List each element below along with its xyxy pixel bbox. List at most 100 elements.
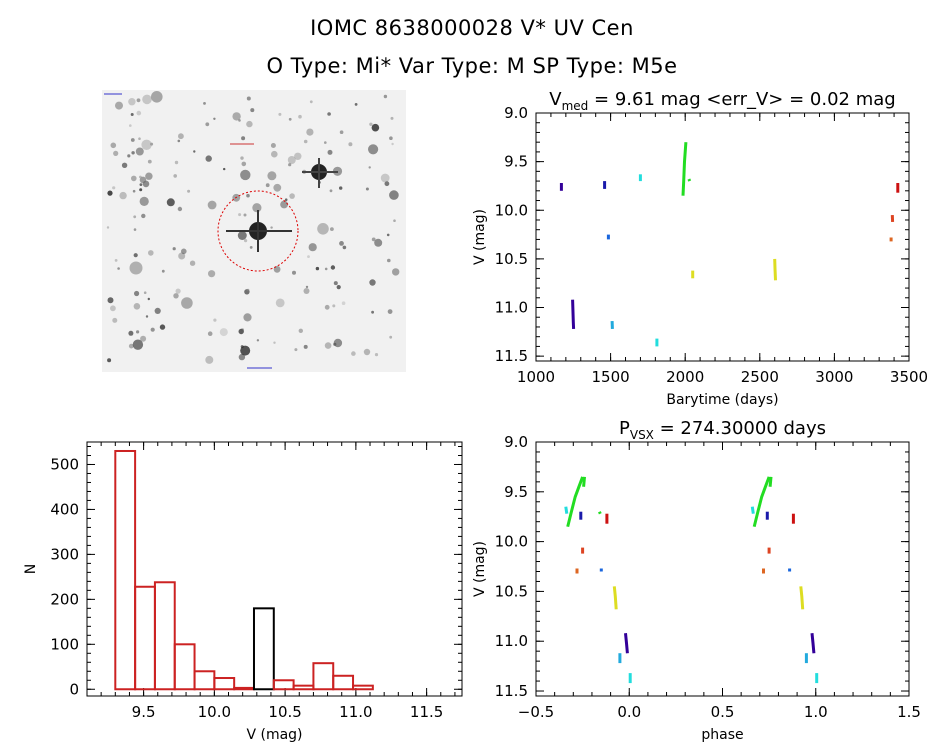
field-star: [341, 301, 346, 305]
field-star: [117, 267, 120, 270]
field-star: [256, 339, 260, 342]
field-star: [240, 345, 244, 349]
x-tick-label: 2500: [741, 368, 779, 386]
field-star: [148, 250, 154, 256]
field-star: [128, 343, 134, 349]
field-star: [136, 98, 141, 103]
x-tick-label: 11.5: [410, 703, 443, 721]
y-axis-label: V (mag): [472, 209, 488, 265]
x-tick-label: −0.5: [518, 703, 554, 721]
field-star: [309, 100, 313, 104]
field-star: [114, 259, 118, 262]
page-title: IOMC 8638000028 V* UV Cen: [310, 16, 634, 40]
field-star: [106, 226, 110, 229]
x-axis-label: V (mag): [246, 727, 302, 743]
field-star: [292, 270, 296, 275]
field-star: [339, 241, 344, 246]
field-star: [368, 166, 371, 169]
field-star: [389, 190, 399, 200]
data-point-segment: [624, 633, 629, 654]
field-star: [189, 260, 196, 266]
field-star: [249, 246, 253, 249]
histogram-bar: [134, 585, 156, 691]
field-star: [288, 163, 292, 167]
y-tick-label: 11.0: [495, 299, 528, 317]
field-star: [294, 152, 302, 160]
field-star: [119, 191, 127, 200]
field-star: [351, 351, 356, 356]
phased-panel: −0.5 0.0 0.5 1.0 1.5 9.0 9.5 10.0 10.5 11.0 11.5 ph…: [472, 418, 921, 743]
data-point-segment: [768, 476, 773, 487]
field-star: [112, 317, 118, 323]
field-star: [324, 267, 328, 271]
field-star: [330, 265, 336, 270]
field-star: [177, 206, 183, 212]
field-star: [273, 183, 282, 192]
field-star: [393, 219, 396, 222]
field-star: [139, 175, 142, 179]
field-star: [141, 139, 152, 150]
field-star: [348, 142, 353, 147]
data-point-segment: [687, 178, 692, 182]
field-star: [298, 114, 302, 119]
field-star: [246, 120, 253, 128]
field-star: [134, 290, 140, 297]
y-tick-label: 500: [50, 455, 79, 473]
field-star: [205, 355, 214, 364]
plot-frame: [86, 441, 463, 697]
y-tick-label: 9.5: [504, 153, 528, 171]
field-star: [333, 342, 337, 346]
x-tick-label: 1.0: [804, 703, 828, 721]
field-star: [298, 328, 303, 333]
field-star: [243, 213, 247, 217]
histogram-bar: [312, 662, 335, 691]
data-point-segment: [582, 476, 586, 487]
histogram-bar: [252, 607, 275, 691]
field-star: [113, 150, 119, 156]
field-star: [369, 279, 376, 286]
field-star: [207, 200, 217, 210]
field-star: [127, 154, 131, 158]
histogram-bar: [153, 581, 176, 691]
field-star: [246, 193, 250, 198]
field-star: [132, 189, 136, 193]
field-star: [208, 270, 216, 278]
field-star: [141, 213, 146, 219]
histogram-bar: [332, 674, 355, 691]
field-star: [391, 142, 394, 146]
x-tick-label: 10.5: [268, 703, 301, 721]
field-star: [110, 142, 117, 149]
field-star: [384, 181, 390, 187]
field-star: [178, 133, 184, 140]
field-star: [288, 117, 292, 121]
histogram-bar: [173, 643, 196, 691]
field-star: [187, 189, 191, 193]
field-star: [154, 307, 161, 314]
field-star: [241, 161, 247, 167]
field-star: [383, 94, 388, 99]
field-star: [329, 189, 333, 193]
y-tick-label: 0: [69, 680, 79, 698]
x-tick-label: 0.0: [617, 703, 641, 721]
x-tick-label: 1500: [592, 368, 630, 386]
data-point-segment: [752, 476, 771, 528]
field-star: [333, 281, 338, 286]
field-star: [324, 304, 330, 310]
field-star: [243, 313, 252, 322]
histogram-bar: [272, 679, 295, 691]
y-tick-label: 10.0: [495, 201, 528, 219]
field-star: [107, 190, 113, 196]
y-tick-label: 10.5: [495, 250, 528, 268]
x-tick-label: 11.0: [339, 703, 372, 721]
data-point-segment: [566, 476, 585, 528]
x-tick-label: 9.5: [132, 703, 156, 721]
field-star: [161, 269, 165, 273]
field-star: [270, 226, 273, 229]
plot-frame: [535, 441, 910, 697]
field-star: [142, 94, 152, 105]
x-tick-label: 0.5: [711, 703, 735, 721]
field-star: [177, 139, 181, 143]
field-star: [327, 112, 331, 116]
field-star: [354, 103, 358, 106]
field-star: [368, 144, 379, 155]
